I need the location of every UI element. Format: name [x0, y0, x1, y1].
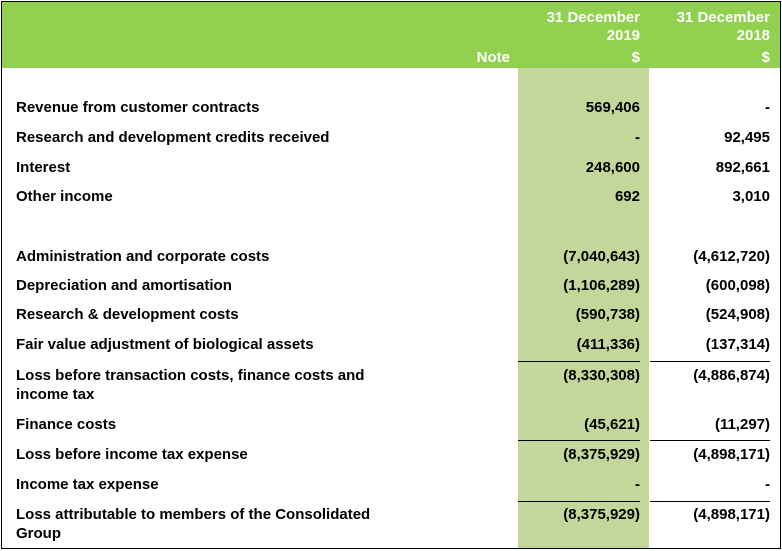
value-2019: (8,375,929)	[563, 446, 640, 463]
col-2018-header-year: 2018	[736, 27, 770, 44]
row-label: Interest	[16, 159, 71, 176]
value-2019: (411,336)	[576, 336, 640, 353]
value-2018: (4,898,171)	[693, 506, 770, 523]
row-label: Loss before income tax expense	[16, 446, 248, 463]
value-2018: -	[765, 476, 770, 493]
value-2018: (4,898,171)	[693, 446, 770, 463]
col-2018-header-unit: $	[761, 49, 770, 66]
row-label: Loss before transaction costs, finance c…	[16, 367, 365, 384]
value-2019: (8,330,308)	[563, 367, 640, 384]
subtotal-rule-2018	[650, 361, 770, 362]
row-label: Loss attributable to members of the Cons…	[16, 506, 371, 523]
value-2018: 92,495	[724, 129, 770, 146]
value-2018: (4,612,720)	[693, 248, 770, 265]
row-label: Other income	[16, 188, 113, 205]
row-label: Administration and corporate costs	[16, 248, 270, 265]
subtotal-rule-2018	[650, 440, 770, 441]
total-rule-2018	[650, 501, 770, 502]
value-2018: (524,908)	[705, 306, 770, 323]
subtotal-rule-2019	[518, 440, 640, 441]
value-2019: 569,406	[585, 99, 640, 116]
value-2019: (45,621)	[584, 416, 640, 433]
value-2019: (1,106,289)	[563, 277, 640, 294]
value-2019: -	[635, 129, 640, 146]
value-2019: 248,600	[585, 159, 640, 176]
value-2018: -	[765, 99, 770, 116]
value-2018: (4,886,874)	[693, 367, 770, 384]
value-2018: 892,661	[715, 159, 770, 176]
total-rule-2019	[518, 501, 640, 502]
col-2018-header-date: 31 December	[676, 9, 770, 26]
value-2019: 692	[614, 188, 640, 205]
row-label: Revenue from customer contracts	[16, 99, 260, 116]
row-label: Finance costs	[16, 416, 117, 433]
row-label: Fair value adjustment of biological asse…	[16, 336, 314, 353]
value-2018: 3,010	[732, 188, 770, 205]
note-column-header: Note	[476, 49, 510, 66]
column-2019-highlight	[518, 68, 649, 548]
row-label: Income tax expense	[16, 476, 159, 493]
value-2018: (11,297)	[714, 416, 770, 433]
value-2019: -	[635, 476, 640, 493]
col-2019-header-unit: $	[631, 49, 640, 66]
value-2018: (137,314)	[705, 336, 770, 353]
col-2019-header-date: 31 December	[546, 9, 640, 26]
header-band	[2, 2, 780, 68]
value-2019: (7,040,643)	[563, 248, 640, 265]
row-label: Research & development costs	[16, 306, 239, 323]
value-2018: (600,098)	[705, 277, 770, 294]
value-2019: (590,738)	[575, 306, 640, 323]
row-label-continued: income tax	[16, 386, 95, 403]
subtotal-rule-2019	[518, 361, 640, 362]
value-2019: (8,375,929)	[563, 506, 640, 523]
row-label: Research and development credits receive…	[16, 129, 330, 146]
col-2019-header-year: 2019	[606, 27, 640, 44]
row-label: Depreciation and amortisation	[16, 277, 232, 294]
row-label-continued: Group	[16, 525, 61, 542]
